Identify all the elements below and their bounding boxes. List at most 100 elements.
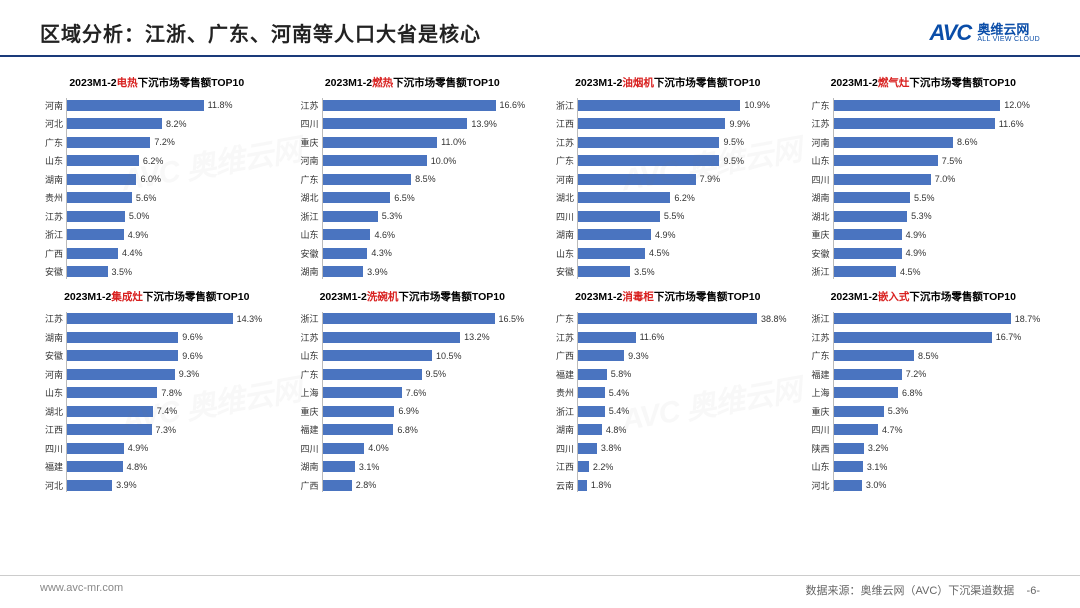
bar-value: 3.2% (868, 443, 889, 453)
bar-value: 4.5% (900, 267, 921, 277)
logo: AVC 奥维云网 ALL VIEW CLOUD (929, 20, 1040, 46)
bar (323, 155, 427, 166)
bar-value: 4.3% (371, 248, 392, 258)
bar-row: 重庆6.9% (323, 404, 532, 418)
bar-label: 江西 (37, 423, 63, 436)
bar-row: 湖南3.9% (323, 265, 532, 279)
bar-row: 福建7.2% (834, 367, 1043, 381)
bar (834, 424, 879, 435)
bar-row: 广东8.5% (834, 349, 1043, 363)
bar-row: 湖南4.8% (578, 423, 787, 437)
bar-label: 湖北 (293, 191, 319, 204)
bar (578, 192, 670, 203)
bar-value: 3.0% (866, 480, 887, 490)
bar-label: 浙江 (804, 312, 830, 325)
bar (67, 266, 108, 277)
bar-value: 16.7% (996, 332, 1022, 342)
bar-row: 浙江10.9% (578, 98, 787, 112)
bar-row: 广东9.5% (578, 154, 787, 168)
page-title: 区域分析：江浙、广东、河南等人口大省是核心 (40, 18, 481, 47)
bar-label: 重庆 (293, 136, 319, 149)
bar (67, 332, 178, 343)
bar-value: 11.8% (208, 100, 233, 110)
bar-label: 山东 (293, 228, 319, 241)
bar-value: 9.5% (723, 156, 744, 166)
bar-label: 四川 (37, 442, 63, 455)
footer-page: -6- (1027, 585, 1040, 597)
chart-title: 2023M1-2洗碗机下沉市场零售额TOP10 (294, 289, 532, 304)
bar (578, 461, 589, 472)
bar-row: 重庆4.9% (834, 228, 1043, 242)
bar-label: 广东 (804, 99, 830, 112)
bar (578, 369, 607, 380)
bar-value: 3.9% (367, 267, 388, 277)
bar-label: 河南 (548, 173, 574, 186)
bar-row: 浙江4.9% (67, 228, 276, 242)
bar-value: 4.9% (906, 248, 927, 258)
bar (834, 137, 954, 148)
bar-value: 9.6% (182, 332, 203, 342)
logo-cn: 奥维云网 (977, 23, 1040, 36)
bar-row: 上海7.6% (323, 386, 532, 400)
bar-value: 4.9% (128, 443, 149, 453)
bar-label: 江西 (548, 460, 574, 473)
bar (323, 369, 422, 380)
bar-row: 广西9.3% (578, 349, 787, 363)
bar-row: 广东7.2% (67, 135, 276, 149)
bar-value: 7.4% (157, 406, 178, 416)
bar-label: 河南 (293, 154, 319, 167)
bar-row: 河南9.3% (67, 367, 276, 381)
bar-label: 河南 (37, 368, 63, 381)
bar-value: 7.5% (942, 156, 963, 166)
bar (834, 480, 862, 491)
bar-label: 上海 (804, 386, 830, 399)
bar (834, 192, 910, 203)
bar-label: 河北 (804, 479, 830, 492)
bar-row: 河北8.2% (67, 117, 276, 131)
bar-row: 山东7.8% (67, 386, 276, 400)
bar-row: 江苏11.6% (578, 330, 787, 344)
bar (323, 137, 438, 148)
bar-value: 2.8% (356, 480, 377, 490)
bar-row: 湖南4.9% (578, 228, 787, 242)
bar (323, 100, 496, 111)
bar (834, 118, 995, 129)
bar-value: 8.2% (166, 119, 187, 129)
bar-label: 四川 (548, 210, 574, 223)
bar-value: 4.8% (127, 462, 148, 472)
bar-value: 8.5% (415, 174, 436, 184)
bar-value: 38.8% (761, 314, 787, 324)
bar-value: 11.0% (441, 137, 466, 147)
bar-label: 广西 (293, 479, 319, 492)
bar-label: 山东 (548, 247, 574, 260)
bar-label: 江苏 (548, 331, 574, 344)
bar-value: 13.9% (471, 119, 497, 129)
bar-row: 山东7.5% (834, 154, 1043, 168)
bar-list: 江苏16.6%四川13.9%重庆11.0%河南10.0%广东8.5%湖北6.5%… (322, 98, 532, 279)
bar-label: 湖南 (293, 265, 319, 278)
bar-row: 浙江18.7% (834, 312, 1043, 326)
bar (578, 266, 630, 277)
bar (323, 387, 402, 398)
bar-value: 4.9% (906, 230, 927, 240)
bar-value: 3.9% (116, 480, 137, 490)
bar-row: 湖南6.0% (67, 172, 276, 186)
bar-label: 山东 (37, 154, 63, 167)
chart-title: 2023M1-2集成灶下沉市场零售额TOP10 (38, 289, 276, 304)
logo-mark: AVC (929, 20, 971, 46)
bar-label: 广东 (548, 312, 574, 325)
bar-row: 湖北5.3% (834, 209, 1043, 223)
bar-value: 4.6% (374, 230, 395, 240)
bar (67, 424, 152, 435)
bar-row: 贵州5.6% (67, 191, 276, 205)
bar-label: 四川 (804, 173, 830, 186)
bar (67, 313, 233, 324)
footer-url: www.avc-mr.com (40, 582, 123, 598)
bar-row: 福建6.8% (323, 423, 532, 437)
bar-label: 安徽 (37, 265, 63, 278)
bar-label: 湖南 (37, 331, 63, 344)
bar-label: 广东 (293, 368, 319, 381)
bar (323, 480, 352, 491)
bar-label: 河北 (37, 479, 63, 492)
bar-value: 5.5% (914, 193, 935, 203)
